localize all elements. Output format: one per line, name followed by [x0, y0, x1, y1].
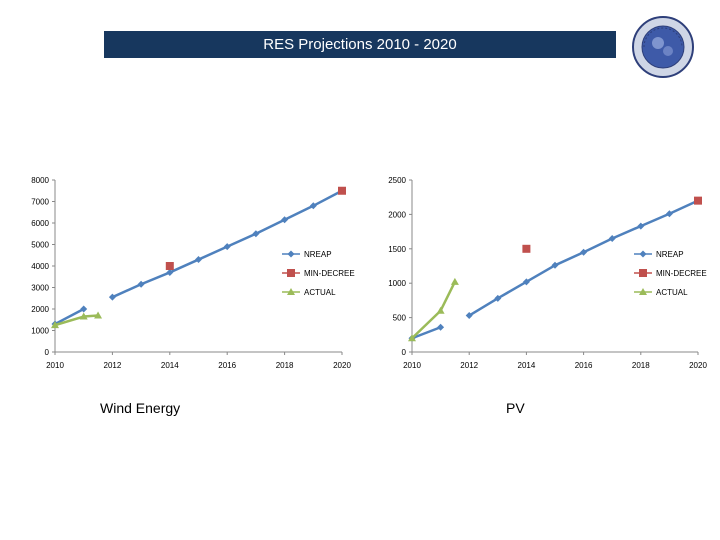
pv-y-tick-label: 2000 — [388, 210, 406, 219]
wind-min-decree-point — [338, 186, 346, 195]
pv-x-tick-label: 2016 — [575, 361, 593, 370]
pv-nreap-point — [665, 210, 673, 218]
pv-actual-point — [450, 277, 459, 285]
slide-title: RES Projections 2010 - 2020 — [104, 31, 616, 58]
pv-legend-actual-label: ACTUAL — [656, 288, 688, 297]
wind-legend-min-decree-marker — [287, 269, 295, 277]
pv-nreap-point — [551, 261, 559, 269]
ministry-seal-logo-icon — [632, 16, 694, 78]
wind-y-tick-label: 5000 — [31, 241, 49, 250]
wind-nreap-point — [195, 256, 202, 264]
wind-nreap-line — [54, 307, 85, 326]
pv-nreap-point — [580, 248, 588, 256]
wind-nreap-point — [108, 293, 116, 301]
wind-y-tick-label: 3000 — [31, 284, 49, 293]
pv-min-decree-point — [694, 196, 702, 205]
pv-legend-min-decree-marker — [639, 269, 647, 277]
wind-x-tick-label: 2014 — [161, 361, 179, 370]
wind-legend-actual-marker — [287, 288, 295, 295]
wind-actual-point — [79, 312, 88, 320]
wind-actual-point — [51, 321, 59, 329]
wind-nreap-point — [252, 230, 260, 238]
pv-legend-actual-marker — [639, 288, 647, 295]
pv-x-tick-label: 2010 — [403, 361, 421, 370]
wind-nreap-point — [166, 268, 174, 276]
wind-y-tick-label: 2000 — [31, 305, 49, 314]
pv-y-tick-label: 500 — [393, 314, 407, 323]
wind-nreap-point — [80, 305, 88, 313]
wind-y-tick-label: 8000 — [31, 176, 49, 185]
wind-legend-min-decree-label: MIN-DECREE — [304, 269, 355, 278]
pv-nreap-line — [411, 326, 442, 340]
pv-caption: PV — [506, 400, 525, 416]
pv-nreap-point — [637, 222, 645, 230]
pv-actual-point — [436, 306, 445, 314]
pv-min-decree-point — [522, 244, 531, 253]
wind-x-tick-label: 2018 — [276, 361, 294, 370]
pv-legend-min-decree-label: MIN-DECREE — [656, 269, 707, 278]
pv-legend-nreap-marker — [639, 250, 647, 258]
wind-energy-caption: Wind Energy — [100, 400, 181, 416]
pv-y-tick-label: 1000 — [388, 279, 406, 288]
pv-x-tick-label: 2018 — [632, 361, 650, 370]
pv-x-tick-label: 2012 — [460, 361, 478, 370]
pv-y-tick-label: 1500 — [388, 245, 406, 254]
pv-x-tick-label: 2020 — [689, 361, 707, 370]
pv-y-tick-label: 2500 — [388, 176, 406, 185]
wind-y-tick-label: 6000 — [31, 219, 49, 228]
pv-x-tick-label: 2014 — [518, 361, 536, 370]
wind-x-tick-label: 2012 — [104, 361, 122, 370]
pv-nreap-point — [465, 312, 473, 320]
wind-y-tick-label: 0 — [45, 348, 50, 357]
wind-y-tick-label: 4000 — [31, 262, 49, 271]
wind-nreap-point — [281, 216, 289, 224]
pv-y-tick-label: 0 — [402, 348, 407, 357]
pv-nreap-point — [494, 294, 502, 302]
pv-nreap-point — [522, 278, 530, 286]
pv-legend-nreap-label: NREAP — [656, 250, 684, 259]
wind-legend-nreap-marker — [287, 250, 295, 258]
wind-x-tick-label: 2016 — [218, 361, 236, 370]
wind-nreap-point — [309, 202, 317, 210]
wind-nreap-point — [137, 280, 145, 288]
pv-nreap-point — [437, 323, 445, 331]
wind-legend-nreap-label: NREAP — [304, 250, 332, 259]
wind-min-decree-point — [165, 262, 174, 270]
wind-y-tick-label: 1000 — [31, 327, 49, 336]
wind-y-tick-label: 7000 — [31, 198, 49, 207]
wind-x-tick-label: 2020 — [333, 361, 351, 370]
wind-nreap-point — [223, 243, 231, 251]
wind-actual-point — [94, 311, 103, 319]
wind-legend-actual-label: ACTUAL — [304, 288, 336, 297]
pv-actual-point — [408, 334, 416, 342]
wind-x-tick-label: 2010 — [46, 361, 64, 370]
pv-nreap-point — [608, 234, 616, 242]
